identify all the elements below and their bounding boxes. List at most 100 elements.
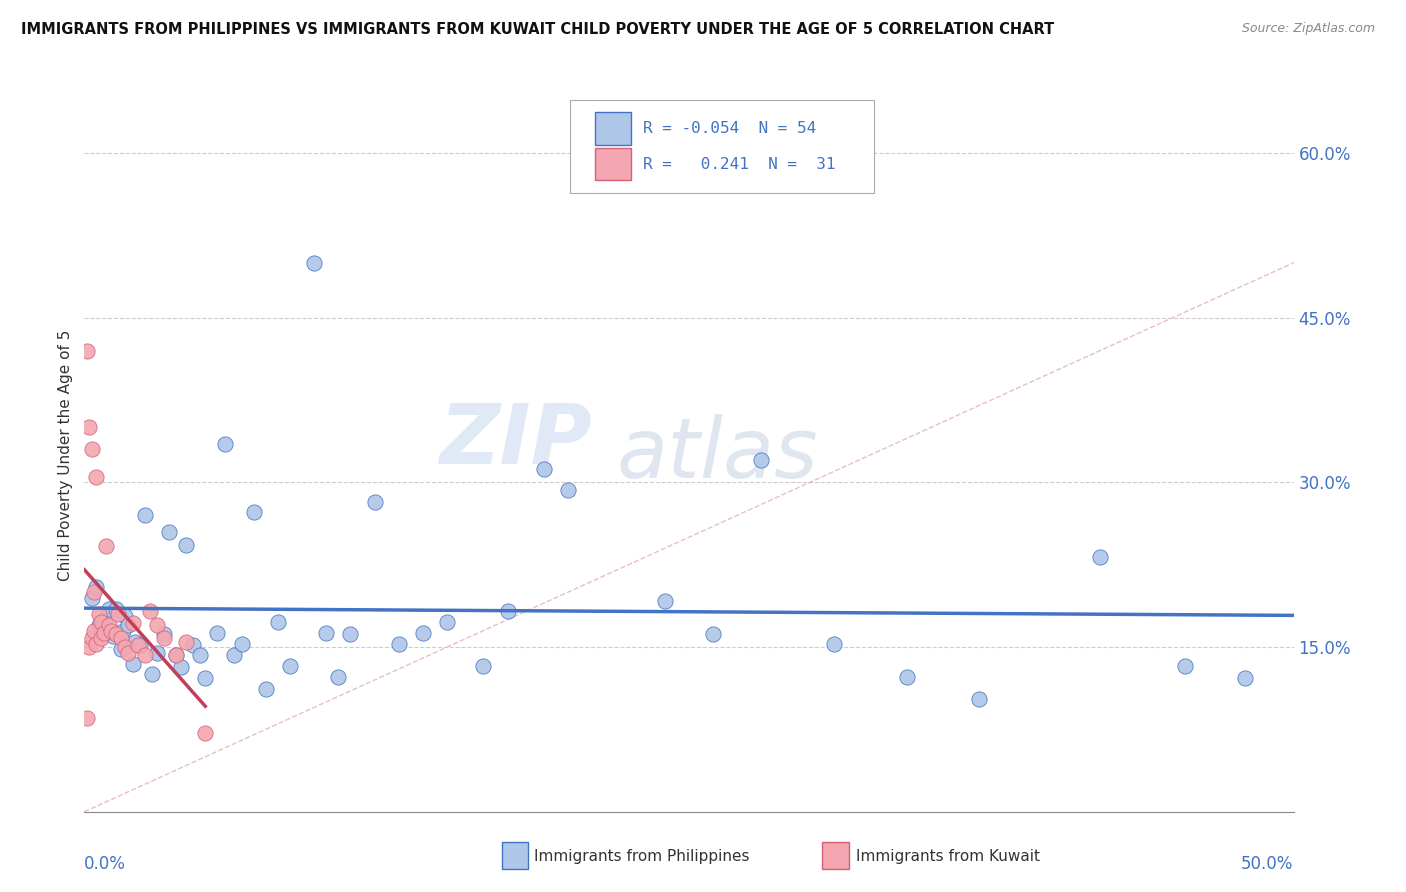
Point	[77, 640, 100, 654]
Point	[76, 343, 98, 358]
Bar	[595, 112, 631, 145]
Point	[472, 658, 495, 673]
Point	[76, 711, 98, 725]
Point	[121, 615, 143, 630]
Point	[103, 629, 125, 643]
Point	[104, 627, 127, 641]
Point	[181, 638, 204, 652]
Point	[112, 624, 135, 638]
Point	[242, 505, 264, 519]
Point	[80, 632, 103, 646]
Point	[110, 642, 132, 657]
Point	[77, 420, 100, 434]
Point	[114, 640, 136, 654]
Bar	[823, 842, 849, 869]
Text: Immigrants from Kuwait: Immigrants from Kuwait	[856, 849, 1040, 864]
Text: atlas: atlas	[616, 415, 818, 495]
Point	[278, 658, 301, 673]
Point	[138, 604, 160, 618]
Point	[86, 580, 108, 594]
Point	[436, 615, 458, 629]
Point	[165, 648, 187, 662]
Bar	[502, 842, 529, 869]
Point	[751, 453, 773, 467]
Point	[157, 524, 180, 539]
Point	[80, 591, 103, 605]
Point	[146, 618, 169, 632]
Point	[107, 607, 129, 621]
Point	[224, 648, 246, 662]
Point	[80, 442, 103, 457]
Point	[194, 671, 217, 685]
Text: Immigrants from Philippines: Immigrants from Philippines	[534, 849, 749, 864]
Point	[194, 725, 217, 739]
Point	[1174, 658, 1197, 673]
Point	[146, 646, 169, 660]
Point	[896, 670, 918, 684]
Point	[134, 508, 156, 523]
Point	[315, 625, 337, 640]
FancyBboxPatch shape	[571, 100, 875, 193]
Point	[104, 601, 127, 615]
Text: Source: ZipAtlas.com: Source: ZipAtlas.com	[1241, 22, 1375, 36]
Point	[702, 627, 724, 641]
Point	[254, 681, 277, 696]
Text: IMMIGRANTS FROM PHILIPPINES VS IMMIGRANTS FROM KUWAIT CHILD POVERTY UNDER THE AG: IMMIGRANTS FROM PHILIPPINES VS IMMIGRANT…	[21, 22, 1054, 37]
Text: R =   0.241  N =  31: R = 0.241 N = 31	[643, 157, 835, 172]
Point	[170, 660, 193, 674]
Point	[153, 627, 176, 641]
Point	[114, 609, 136, 624]
Point	[388, 637, 411, 651]
Point	[83, 624, 105, 638]
Point	[87, 618, 110, 632]
Point	[127, 638, 149, 652]
Point	[363, 495, 385, 509]
Point	[90, 632, 112, 646]
Point	[97, 618, 120, 632]
Point	[214, 437, 236, 451]
Text: R = -0.054  N = 54: R = -0.054 N = 54	[643, 121, 817, 136]
Point	[339, 627, 361, 641]
Point	[654, 594, 676, 608]
Point	[86, 470, 108, 484]
Point	[141, 667, 163, 681]
Point	[412, 625, 434, 640]
Point	[557, 483, 579, 497]
Point	[190, 648, 212, 662]
Point	[231, 637, 253, 651]
Point	[117, 646, 139, 660]
Y-axis label: Child Poverty Under the Age of 5: Child Poverty Under the Age of 5	[58, 329, 73, 581]
Point	[93, 625, 115, 640]
Point	[117, 618, 139, 632]
Point	[302, 256, 325, 270]
Text: 0.0%: 0.0%	[84, 855, 127, 872]
Point	[533, 462, 555, 476]
Point	[87, 607, 110, 621]
Point	[174, 538, 197, 552]
Point	[86, 637, 108, 651]
Point	[328, 670, 350, 684]
Text: 50.0%: 50.0%	[1241, 855, 1294, 872]
Point	[129, 638, 152, 652]
Point	[93, 613, 115, 627]
Point	[100, 624, 122, 638]
Point	[165, 648, 187, 662]
Point	[124, 634, 146, 648]
Point	[267, 615, 290, 629]
Point	[134, 648, 156, 662]
Point	[967, 691, 990, 706]
Point	[94, 539, 117, 553]
Point	[83, 585, 105, 599]
Point	[110, 632, 132, 646]
Point	[174, 634, 197, 648]
Point	[97, 601, 120, 615]
Point	[1234, 671, 1257, 685]
Bar	[595, 148, 631, 180]
Point	[207, 625, 229, 640]
Point	[496, 604, 519, 618]
Point	[90, 615, 112, 629]
Point	[1088, 549, 1111, 564]
Point	[153, 632, 176, 646]
Point	[121, 657, 143, 671]
Point	[823, 637, 845, 651]
